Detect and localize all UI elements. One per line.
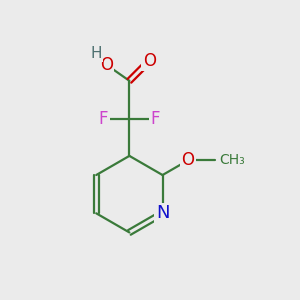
Text: F: F <box>151 110 160 128</box>
Text: O: O <box>182 151 194 169</box>
Text: O: O <box>100 56 113 74</box>
Text: O: O <box>143 52 156 70</box>
Text: H: H <box>90 46 102 61</box>
Text: CH₃: CH₃ <box>219 153 245 167</box>
Text: N: N <box>156 204 169 222</box>
Text: F: F <box>99 110 108 128</box>
